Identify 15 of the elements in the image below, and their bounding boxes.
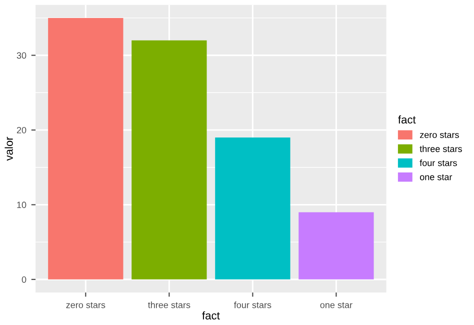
legend-label: one star [420,174,452,180]
x-tick-label: zero stars [66,302,106,308]
legend-title: fact [398,115,416,124]
x-axis-title: fact [202,311,220,320]
x-tick-label: four stars [234,302,272,308]
legend-label: zero stars [420,132,459,138]
legend-label: four stars [420,160,457,166]
y-axis-title: valor [4,136,13,161]
y-tick-label: 20 [16,126,26,134]
legend-label: three stars [420,145,462,152]
x-tick-label: three stars [148,302,190,308]
y-tick-label: 0 [22,276,26,283]
y-tick-label: 10 [17,202,26,208]
x-tick-label: one star [320,302,352,308]
y-tick-label: 30 [16,52,26,59]
